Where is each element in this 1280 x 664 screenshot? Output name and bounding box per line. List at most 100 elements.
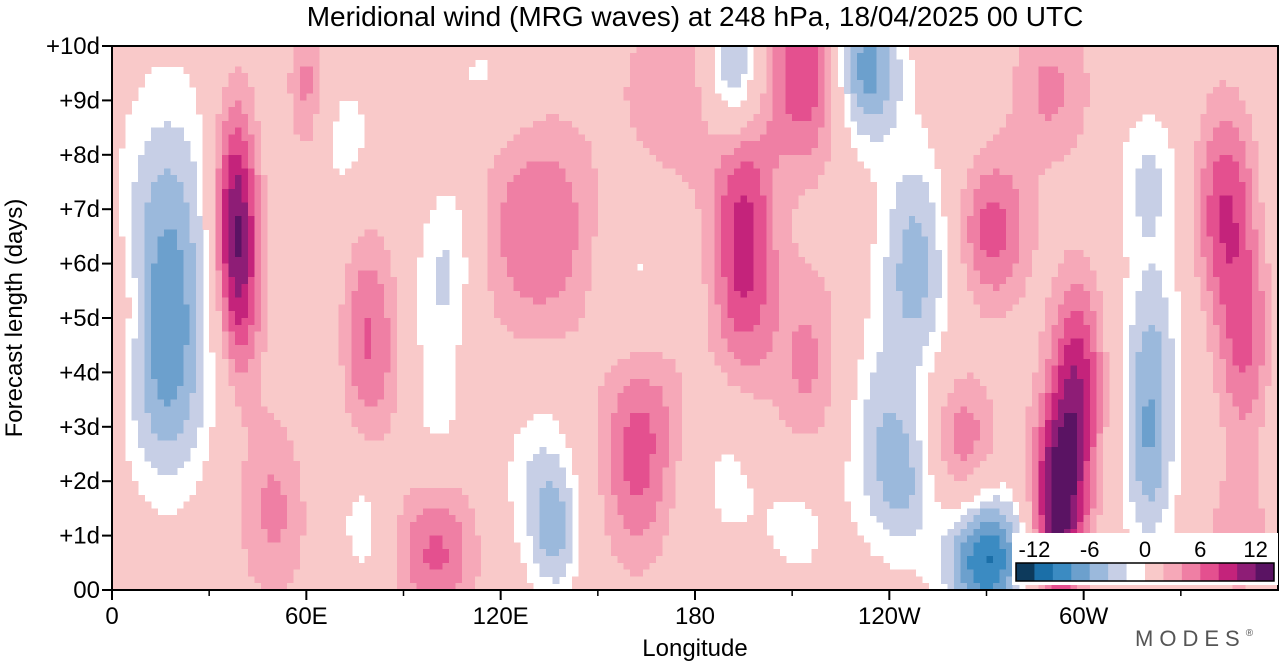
field-cell	[131, 80, 139, 88]
field-cell	[1213, 195, 1221, 203]
field-cell	[999, 134, 1007, 142]
field-cell	[1265, 114, 1273, 122]
field-cell	[520, 222, 528, 231]
field-cell	[189, 209, 197, 217]
field-cell	[325, 154, 333, 163]
field-cell	[513, 195, 521, 203]
field-cell	[669, 93, 677, 101]
field-cell	[623, 250, 631, 258]
field-cell	[1083, 188, 1091, 197]
field-cell	[811, 168, 819, 176]
field-cell	[546, 154, 554, 163]
field-cell	[1265, 188, 1273, 197]
field-cell	[500, 66, 508, 74]
field-cell	[539, 86, 547, 95]
field-cell	[118, 141, 126, 149]
field-cell	[792, 250, 800, 258]
field-cell	[1122, 100, 1130, 108]
field-cell	[986, 236, 994, 244]
field-cell	[973, 100, 981, 108]
field-cell	[675, 127, 683, 135]
field-cell	[552, 209, 560, 217]
field-cell	[176, 182, 184, 190]
field-cell	[481, 127, 489, 135]
field-cell	[170, 175, 178, 183]
field-cell	[707, 250, 716, 258]
field-cell	[222, 141, 230, 149]
field-cell	[299, 127, 307, 135]
field-cell	[371, 46, 379, 54]
field-cell	[1116, 229, 1124, 237]
field-cell	[649, 66, 657, 74]
field-cell	[720, 52, 728, 61]
field-cell	[416, 168, 424, 176]
field-cell	[345, 80, 353, 88]
field-cell	[481, 46, 489, 54]
field-cell	[442, 148, 450, 156]
field-cell	[869, 216, 877, 224]
field-cell	[215, 202, 223, 210]
field-cell	[422, 52, 431, 61]
field-cell	[325, 134, 333, 142]
field-cell	[235, 93, 243, 101]
field-cell	[604, 222, 612, 231]
field-cell	[921, 93, 929, 101]
field-cell	[235, 66, 243, 74]
field-cell	[695, 46, 703, 54]
field-cell	[448, 154, 456, 163]
field-cell	[157, 168, 165, 176]
field-cell	[558, 243, 567, 251]
field-cell	[189, 243, 197, 251]
field-cell	[1213, 188, 1221, 197]
field-cell	[461, 222, 469, 231]
field-cell	[824, 195, 832, 203]
field-cell	[1031, 93, 1039, 101]
field-cell	[254, 202, 262, 210]
field-cell	[500, 202, 508, 210]
field-cell	[487, 250, 495, 258]
field-cell	[364, 80, 372, 88]
field-cell	[1090, 107, 1098, 115]
field-cell	[280, 188, 288, 197]
field-cell	[701, 93, 709, 101]
field-cell	[856, 229, 865, 237]
field-cell	[435, 66, 443, 74]
field-cell	[805, 222, 813, 231]
field-cell	[1206, 229, 1214, 237]
field-cell	[992, 222, 1001, 231]
field-cell	[494, 141, 502, 149]
field-cell	[597, 236, 605, 244]
field-cell	[118, 250, 126, 258]
field-cell	[364, 209, 372, 217]
field-cell	[202, 154, 210, 163]
field-cell	[1252, 154, 1260, 163]
field-cell	[669, 154, 677, 163]
field-cell	[455, 114, 463, 122]
field-cell	[1090, 229, 1098, 237]
field-cell	[364, 127, 372, 135]
field-cell	[643, 229, 651, 237]
field-cell	[610, 141, 618, 149]
field-cell	[1200, 222, 1208, 231]
field-cell	[306, 127, 314, 135]
field-cell	[397, 168, 405, 176]
field-cell	[617, 168, 625, 176]
field-cell	[986, 250, 994, 258]
field-cell	[1083, 114, 1091, 122]
field-cell	[772, 202, 780, 210]
field-cell	[928, 86, 936, 95]
field-cell	[435, 80, 443, 88]
field-cell	[831, 114, 839, 122]
field-cell	[617, 59, 625, 67]
field-cell	[118, 134, 126, 142]
field-cell	[720, 134, 728, 142]
field-cell	[1232, 182, 1240, 190]
field-cell	[248, 195, 256, 203]
field-cell	[546, 141, 554, 149]
field-cell	[286, 209, 294, 217]
field-cell	[921, 243, 929, 251]
field-cell	[273, 80, 282, 88]
field-cell	[1025, 52, 1033, 61]
field-cell	[630, 148, 638, 156]
field-cell	[500, 236, 508, 244]
